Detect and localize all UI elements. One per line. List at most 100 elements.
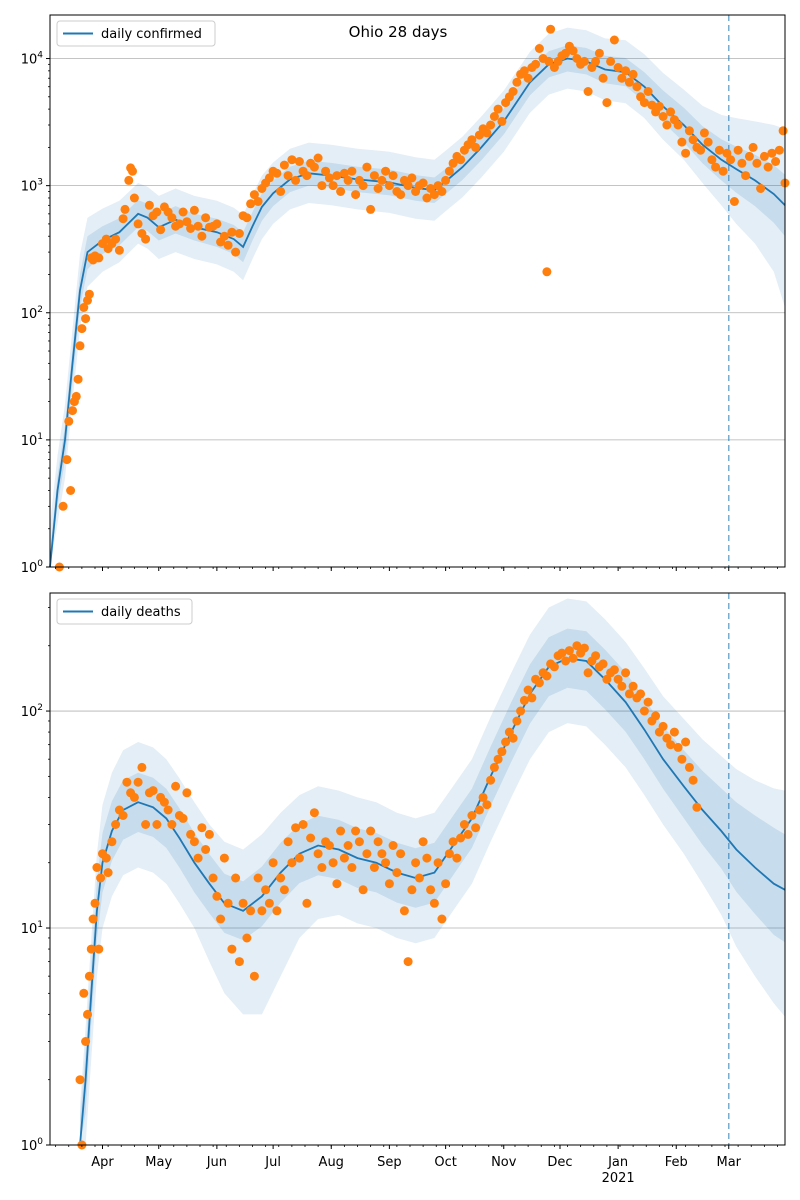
data-point — [418, 837, 428, 847]
data-point — [639, 98, 649, 108]
data-point — [433, 858, 443, 868]
data-point — [598, 73, 608, 83]
data-point — [651, 711, 661, 721]
x-tick-label: Oct — [434, 1155, 456, 1170]
data-point — [643, 697, 653, 707]
y-tick-label: 100 — [21, 1137, 44, 1154]
data-point — [197, 231, 207, 241]
data-point — [351, 190, 361, 200]
data-point — [407, 173, 417, 183]
data-point — [534, 678, 544, 688]
data-point — [437, 187, 447, 196]
data-point — [114, 245, 124, 255]
data-point — [234, 957, 244, 967]
data-point — [94, 253, 104, 263]
data-point — [609, 665, 619, 675]
data-point — [493, 104, 503, 114]
x-tick-label: Apr — [91, 1155, 114, 1170]
data-point — [66, 486, 76, 495]
data-point — [253, 873, 263, 883]
data-point — [227, 227, 237, 237]
data-point — [549, 662, 559, 672]
data-point — [681, 737, 691, 747]
data-point — [594, 48, 604, 58]
data-point — [437, 914, 447, 924]
data-point — [77, 324, 87, 334]
data-point — [313, 153, 323, 163]
data-point — [193, 853, 203, 863]
data-point — [429, 898, 439, 908]
data-point — [182, 217, 192, 227]
data-point — [328, 181, 338, 191]
data-point — [122, 777, 132, 787]
data-point — [128, 166, 137, 176]
data-point — [692, 802, 702, 812]
data-point — [118, 811, 128, 820]
data-point — [141, 820, 151, 829]
data-point — [688, 135, 698, 145]
data-point — [81, 1037, 91, 1046]
data-point — [328, 858, 338, 868]
x-tick-label: Feb — [665, 1155, 688, 1170]
data-point — [302, 898, 312, 908]
data-point — [658, 721, 668, 731]
data-point — [591, 56, 601, 66]
data-point — [58, 501, 68, 511]
data-point — [684, 762, 694, 772]
data-point — [714, 145, 724, 155]
data-point — [677, 137, 687, 147]
data-point — [249, 190, 259, 200]
data-point — [96, 873, 106, 883]
data-point — [744, 151, 754, 161]
data-point — [347, 166, 357, 176]
data-point — [283, 171, 293, 181]
data-point — [133, 219, 143, 229]
data-point — [377, 849, 387, 859]
data-point — [62, 455, 72, 465]
data-point — [148, 786, 158, 796]
data-point — [546, 24, 556, 34]
data-point — [216, 914, 226, 924]
data-point — [79, 988, 89, 998]
data-point — [544, 56, 554, 66]
data-point — [486, 120, 496, 130]
x-tick-label: Mar — [716, 1155, 741, 1170]
data-point — [542, 671, 552, 681]
data-point — [441, 175, 451, 185]
data-point — [756, 184, 766, 193]
data-point — [452, 853, 462, 863]
data-point — [193, 221, 203, 231]
data-point — [388, 171, 398, 181]
confirmed-panel: 100 101 102 103 104 Ohio 28 days daily confi… — [21, 14, 790, 576]
data-point — [501, 737, 511, 747]
data-point — [471, 823, 481, 833]
data-point — [129, 193, 139, 203]
data-point — [306, 833, 316, 843]
data-point — [201, 213, 211, 223]
data-point — [317, 181, 327, 191]
data-point — [681, 148, 691, 158]
data-point — [759, 151, 769, 161]
data-point — [448, 158, 458, 168]
data-point — [628, 69, 638, 79]
outer-uncertainty-band — [80, 598, 785, 1145]
data-point — [726, 155, 736, 165]
data-point — [178, 813, 188, 823]
data-point — [79, 303, 89, 312]
data-point — [152, 820, 162, 829]
data-point — [542, 267, 552, 277]
data-point — [441, 879, 451, 889]
x-tick-label: Dec — [547, 1155, 572, 1170]
data-point — [568, 653, 578, 663]
data-point — [512, 77, 522, 87]
data-point — [137, 762, 147, 772]
data-point — [467, 135, 477, 145]
y-tick-label: 103 — [21, 178, 43, 195]
data-point — [579, 643, 589, 653]
data-point — [658, 112, 668, 121]
data-point — [223, 240, 233, 250]
data-point — [294, 853, 304, 863]
data-point — [624, 689, 634, 699]
